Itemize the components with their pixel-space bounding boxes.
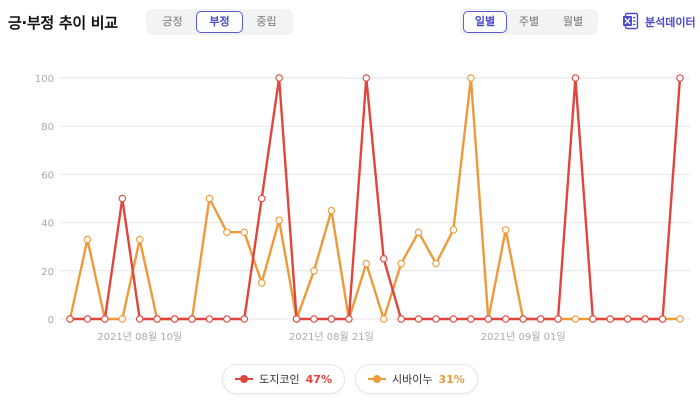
- data-point-doge: [641, 315, 649, 323]
- data-point-doge: [101, 315, 109, 323]
- data-point-doge: [345, 315, 353, 323]
- data-point-doge: [501, 315, 510, 323]
- tab-weekly[interactable]: 주별: [518, 15, 540, 28]
- x-tick-label: 2021년 08월 10일: [97, 331, 182, 343]
- data-point-shiba: [205, 194, 214, 203]
- data-point-shiba: [310, 267, 318, 275]
- tab-monthly[interactable]: 월별: [562, 15, 584, 28]
- legend-marker-doge: [235, 374, 254, 384]
- y-tick-label: 60: [41, 170, 54, 181]
- data-point-doge: [623, 315, 632, 323]
- data-point-doge: [118, 194, 127, 203]
- data-point-doge: [135, 315, 144, 323]
- tab-positive[interactable]: 긍정: [162, 15, 183, 28]
- data-point-doge: [275, 74, 283, 82]
- data-point-shiba: [240, 228, 249, 236]
- data-point-shiba: [362, 259, 371, 268]
- data-point-doge: [327, 315, 336, 323]
- tab-daily[interactable]: 일별: [463, 11, 507, 33]
- data-point-doge: [414, 315, 423, 323]
- data-point-doge: [571, 74, 580, 82]
- data-point-doge: [467, 315, 475, 323]
- data-point-shiba: [432, 259, 440, 268]
- data-point-shiba: [449, 226, 458, 234]
- period-toggle: 일별 주별 월별: [460, 9, 598, 35]
- x-tick-label: 2021년 09월 01일: [481, 331, 566, 343]
- data-point-doge: [223, 315, 231, 323]
- y-tick-label: 20: [41, 267, 54, 278]
- y-tick-label: 0: [48, 315, 54, 326]
- data-point-shiba: [571, 315, 580, 323]
- tab-neutral[interactable]: 중립: [256, 15, 277, 28]
- line-chart: 0 20 40 60 80 100 2021년 08월 10일 2021년 08월 21일 20…: [0, 44, 700, 354]
- legend-item-shiba[interactable]: 시바이누 31%: [355, 364, 478, 394]
- data-point-shiba: [118, 315, 127, 323]
- data-point-doge: [362, 74, 371, 82]
- legend-item-doge[interactable]: 도지코인 47%: [222, 364, 345, 394]
- x-tick-label: 2021년 08월 21일: [289, 331, 374, 343]
- y-tick-label: 80: [41, 122, 54, 133]
- data-point-doge: [292, 315, 301, 323]
- y-tick-label: 40: [41, 219, 54, 230]
- data-point-shiba: [135, 235, 144, 244]
- data-point-doge: [153, 315, 161, 323]
- data-point-doge: [449, 315, 458, 323]
- data-point-doge: [397, 315, 405, 323]
- data-point-shiba: [501, 226, 510, 234]
- legend-share-doge: 47%: [305, 372, 332, 386]
- series-line-doge: [68, 76, 682, 321]
- data-point-doge: [240, 315, 249, 323]
- data-point-shiba: [467, 74, 475, 82]
- data-point-shiba: [83, 235, 92, 244]
- data-point-doge: [484, 315, 493, 323]
- y-tick-label: 100: [35, 74, 54, 85]
- excel-icon: [622, 12, 640, 33]
- data-point-doge: [188, 315, 196, 323]
- data-point-doge: [170, 315, 179, 323]
- panel-header: 긍·부정 추이 비교 긍정 부정 중립 일별 주별 월별 분석데이터: [0, 0, 700, 44]
- data-point-doge: [205, 315, 214, 323]
- data-point-shiba: [676, 315, 684, 323]
- data-point-doge: [66, 315, 74, 323]
- legend-label-doge: 도지코인: [259, 373, 300, 386]
- legend-label-shiba: 시바이누: [392, 373, 433, 386]
- data-point-doge: [589, 315, 597, 323]
- data-point-shiba: [223, 228, 231, 236]
- data-point-shiba: [257, 279, 266, 287]
- data-point-doge: [554, 315, 562, 323]
- data-point-doge: [432, 315, 440, 323]
- legend-marker-shiba: [368, 374, 386, 384]
- export-data-button[interactable]: 분석데이터: [622, 11, 696, 33]
- tab-negative[interactable]: 부정: [196, 11, 243, 33]
- data-point-doge: [536, 315, 545, 323]
- export-label: 분석데이터: [645, 16, 696, 29]
- chart-legend: 도지코인 47% 시바이누 31%: [0, 364, 700, 394]
- data-point-shiba: [414, 228, 423, 236]
- legend-share-shiba: 31%: [438, 372, 465, 386]
- data-point-doge: [676, 74, 684, 82]
- data-point-doge: [519, 315, 527, 323]
- data-point-shiba: [327, 206, 336, 215]
- data-point-doge: [83, 315, 92, 323]
- chart-svg: 0 20 40 60 80 100 2021년 08월 10일 2021년 08월 21일 20…: [35, 74, 690, 343]
- data-point-shiba: [275, 216, 283, 224]
- data-point-doge: [658, 315, 667, 323]
- series-line-shiba: [68, 76, 682, 321]
- data-point-doge: [379, 255, 388, 263]
- data-point-shiba: [379, 315, 388, 323]
- data-point-doge: [606, 315, 615, 323]
- data-point-shiba: [397, 259, 405, 268]
- data-point-doge: [310, 315, 318, 323]
- data-point-doge: [257, 194, 266, 203]
- panel-title: 긍·부정 추이 비교: [8, 14, 118, 32]
- sentiment-toggle: 긍정 부정 중립: [146, 9, 293, 35]
